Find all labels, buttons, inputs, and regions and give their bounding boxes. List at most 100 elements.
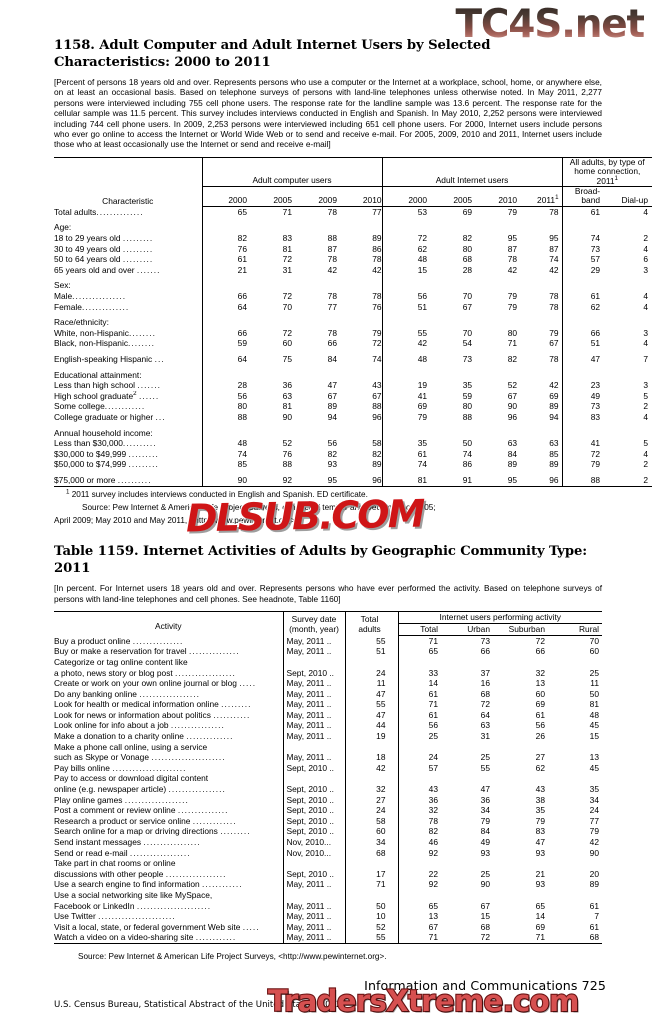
cell: 72 [282,327,292,338]
cell: 81 [589,699,599,710]
source-text: Source: Pew Internet & American Life Pro… [82,502,321,512]
row-label: Send or read e-mail .................. [54,848,283,859]
cell: 83 [282,233,292,244]
table-1159-body: Buy a product online ............... May,… [54,635,602,944]
dot-leader: .................. [129,847,191,858]
cell-total-adults: 19 [344,731,398,742]
col-dialup: Dial-up [607,186,652,207]
cell-survey-date: Sept, 2010 .. [282,826,345,838]
table-row: online (e.g. newspaper article) ........… [54,784,602,795]
cell: 47 [561,354,608,365]
table-row: Buy a product online ............... May,… [54,635,602,647]
row-label-text: Buy or make a reservation for travel [54,646,189,657]
cell: 13 [589,752,599,763]
cell: 63 [282,390,292,401]
dot-leader: ......... [122,254,154,265]
cell-survey-date: Nov, 2010... [282,847,345,859]
row-label: Visit a local, state, or federal governm… [54,922,283,933]
cell: 74 [549,254,559,265]
table-row: such as Skype or Vonage ................… [54,752,602,763]
cell: 87 [549,243,559,254]
cell: 28 [201,380,247,391]
cell: 78 [397,815,450,827]
row-label-30-49: 30 to 49 years old ......... [54,244,202,255]
cell: 96 [372,411,382,422]
dot-leader: ................... [124,794,189,805]
cell: 74 [201,448,247,460]
cell: 71 [502,932,554,944]
cell: 61 [381,448,428,460]
row-label-total-adults: Total adults.............. [54,206,202,217]
cell: 49 [480,837,490,848]
cell: 79 [589,826,599,837]
dot-leader: .............. [81,301,130,312]
cell-total-adults: 68 [344,847,398,859]
cell: 42 [549,264,559,275]
cell: 82 [327,448,337,459]
table-1158-source-line2: April 2009; May 2010 and May 2011, <http… [54,516,298,526]
cell-survey-date: May, 2011 .. [282,635,345,647]
row-label-text: Total adults [54,206,97,217]
cell: 84 [327,354,337,364]
cell-empty [397,741,450,753]
row-label-text: Buy a product online [54,635,133,646]
cell: 76 [282,448,292,459]
row-label-text: Search online for a map or driving direc… [54,826,221,837]
cell-total-adults: 24 [344,667,398,679]
row-label-text: English-speaking Hispanic [54,354,153,364]
row-label-text: Pay bills online [54,762,113,773]
table-row: Some college............ 80 81 89 88 69 … [54,401,652,412]
dot-leader: ............ [104,401,146,412]
cell: 87 [507,243,518,254]
row-label-less-than-high-school: Less than high school ....... [54,380,202,391]
cell: 75 [282,354,292,364]
cell: 2 [643,401,649,412]
table-row: $30,000 to $49,999 ......... 74 76 82 82… [54,448,652,460]
cell: 25 [397,731,450,742]
cell: 3 [643,264,649,275]
row-label: a photo, news story or blog post .......… [54,668,283,679]
table-row: High school graduate2 ...... 56 63 67 67… [54,390,652,402]
cell: 4 [643,301,649,312]
cell: 71 [282,206,292,217]
row-label: Pay bills online ...................... [54,763,283,774]
cell-survey-date: May, 2011 .. [282,699,345,710]
cell: 72 [535,635,545,646]
cell-total-adults: 47 [344,709,398,721]
cell: 81 [381,474,428,487]
footnote-marker: 1 [66,487,70,495]
row-label-text: Do any banking online [54,688,140,699]
cell: 82 [397,826,450,838]
source-text-tail: tember and December of 2005; [322,502,436,512]
cell-empty [397,656,450,668]
cell-survey-date: May, 2011 .. [282,678,345,689]
cell-survey-date: May, 2011 .. [282,752,345,763]
dot-leader: .......... [122,438,157,449]
row-label-text: Play online games [54,794,125,805]
cell-survey-date: May, 2011 .. [282,879,345,890]
cell: 61 [561,206,608,218]
row-label-text: $50,000 to $74,999 [54,459,127,470]
cell-total-adults: 50 [344,900,398,912]
cell: 32 [535,667,545,678]
dot-leader: ............ [202,879,243,890]
cell: 66 [201,291,247,302]
cell: 74 [561,233,608,244]
cell: 72 [282,254,292,265]
row-label: Look online for info about a job .......… [54,720,283,731]
cell: 90 [282,411,292,422]
row-label-line1: Take part in chat rooms or online [54,858,176,869]
cell: 42 [549,380,559,391]
cell: 61 [201,254,247,265]
cell: 15 [589,731,599,742]
dot-leader: ......... [128,459,159,470]
cell: 3 [643,380,649,391]
cell: 79 [507,301,518,312]
spacer [54,217,652,223]
cell: 92 [397,879,450,890]
cell: 95 [549,233,559,244]
cell-empty [344,858,398,869]
cell: 20 [589,868,599,879]
cell: 96 [507,411,518,422]
cell: 72 [282,291,292,302]
